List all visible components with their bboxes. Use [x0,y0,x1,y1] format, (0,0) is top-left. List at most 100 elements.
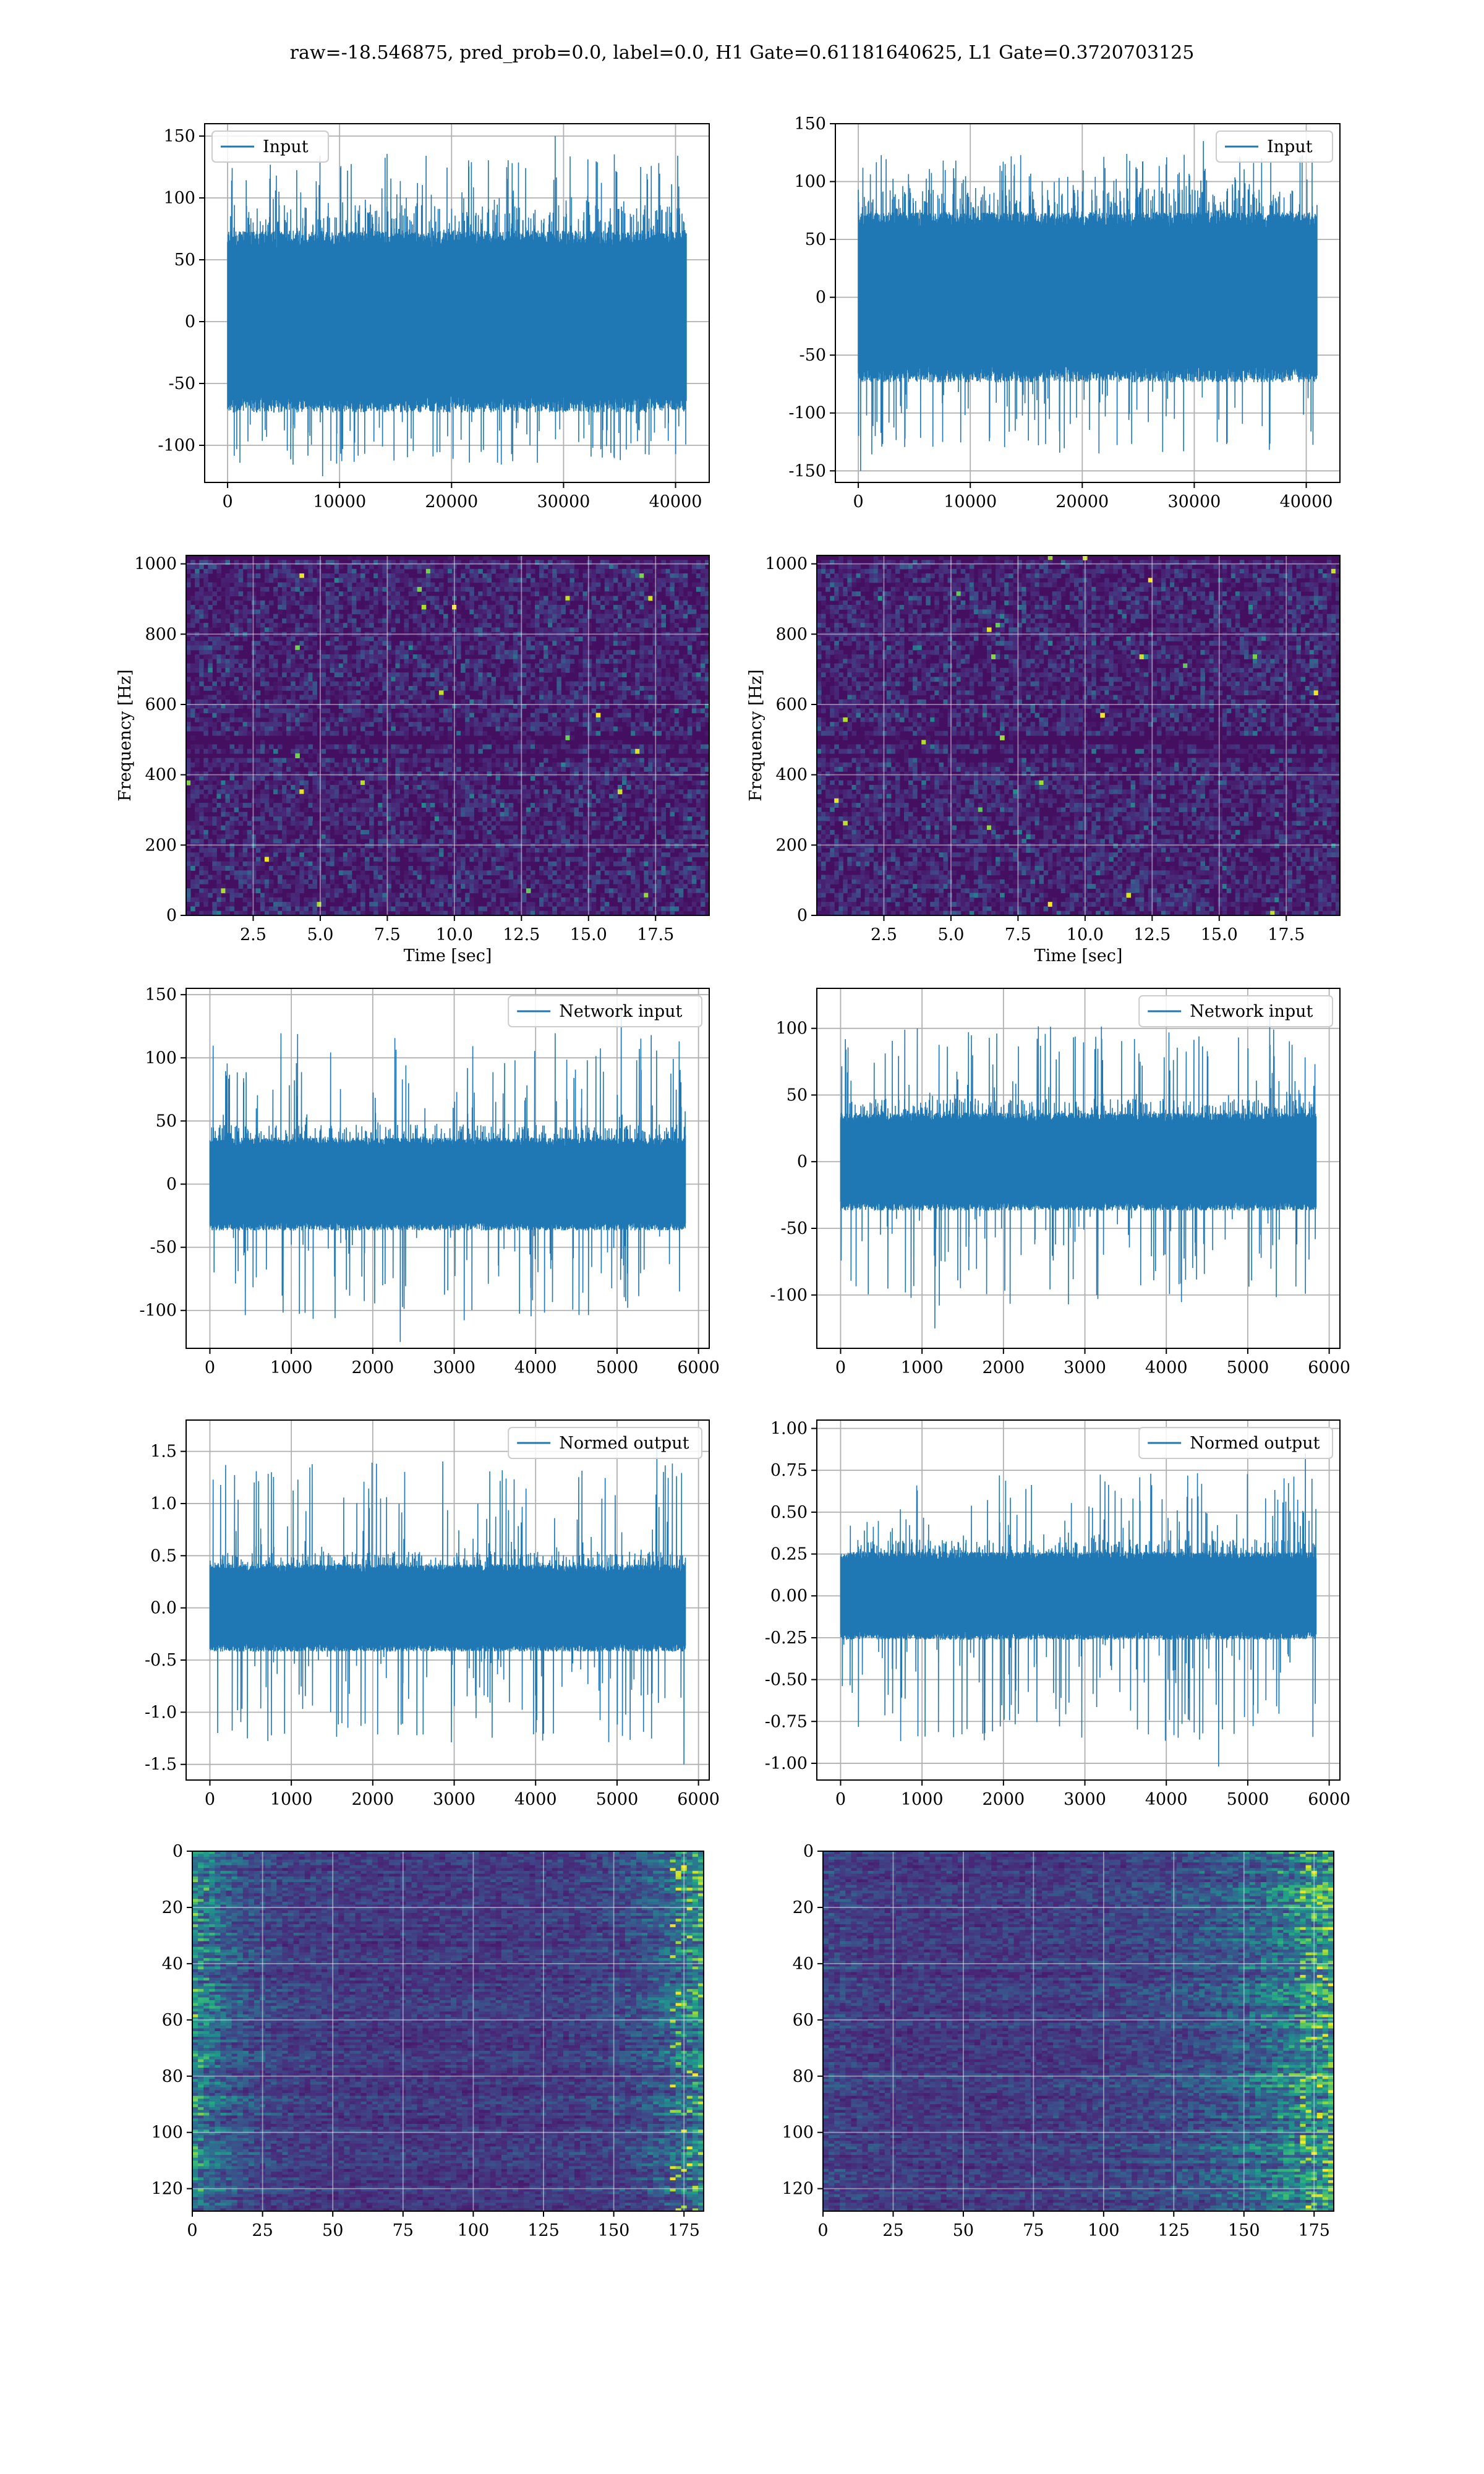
legend: Normed output [1138,1427,1333,1459]
x-tick-label: 25 [252,2221,273,2240]
y-tick-label: -1.00 [765,1754,808,1773]
x-tick-label: 2.5 [871,925,897,944]
y-tick-label: 40 [793,1954,814,1974]
x-tick-label: 30000 [1167,492,1221,511]
x-tick-label: 17.5 [637,925,674,944]
axes-l1-network-input: 0 1000 2000 3000 4000 5000 6000 -100 -50 0 50 100 Ne… [770,988,1350,1377]
x-tick-label: 0 [835,1790,846,1809]
legend: Normed output [508,1427,702,1459]
x-tick-label: 5.0 [307,925,333,944]
x-tick-label: 2000 [351,1790,394,1809]
x-tick-label: 5000 [1227,1790,1269,1809]
x-tick-label: 50 [953,2221,974,2240]
x-tick-label: 4000 [1145,1790,1188,1809]
y-tick-label: -100 [788,404,826,423]
y-tick-label: -0.75 [765,1712,808,1731]
y-tick-label: 20 [162,1898,183,1917]
y-tick-label: 1.5 [150,1442,177,1462]
legend-box [1216,131,1333,163]
series-core-band [840,1560,1316,1632]
x-tick-label: 40000 [649,492,702,511]
legend-label: Input [263,137,309,156]
y-tick-label: 80 [793,2067,814,2086]
x-tick-label: 6000 [1308,1790,1350,1809]
axes-frame [816,1419,1341,1781]
y-tick-label: 0.75 [770,1461,808,1480]
y-tick-label: -50 [150,1238,177,1257]
y-axis-label: Frequency [Hz] [746,669,765,801]
legend: Input [1216,131,1333,163]
legend-label: Network input [559,1002,682,1021]
x-tick-label: 5000 [596,1358,639,1377]
x-tick-label: 1000 [901,1358,944,1377]
y-tick-label: 0 [166,1175,177,1194]
legend-label: Network input [1190,1002,1313,1021]
y-tick-label: 0 [173,1842,183,1861]
y-tick-label: -1.5 [145,1755,177,1774]
y-tick-label: 100 [775,1019,808,1038]
y-tick-label: 50 [174,250,195,270]
axes-frame [192,1851,704,2212]
y-tick-label: -100 [158,436,195,455]
y-tick-label: 200 [145,836,177,855]
x-tick-label: 10.0 [1067,925,1104,944]
x-tick-label: 4000 [1145,1358,1188,1377]
heatmap-cells [186,555,710,916]
y-tick-label: -0.5 [145,1651,177,1670]
y-tick-label: 100 [794,173,826,192]
y-tick-label: -0.25 [765,1629,808,1648]
axes-frame [186,1419,710,1781]
y-tick-label: -100 [139,1301,177,1320]
y-tick-label: 50 [156,1111,177,1131]
figure-title: raw=-18.546875, pred_prob=0.0, label=0.0… [0,42,1484,64]
axes-l1-spectrogram: 2.5 5.0 7.5 10.0 12.5 15.0 17.5 0 200 400 600 800 10… [746,555,1341,965]
y-tick-label: 0.50 [770,1503,808,1522]
x-tick-label: 40000 [1280,492,1333,511]
axes-h1-spectrogram: 2.5 5.0 7.5 10.0 12.5 15.0 17.5 0 200 400 600 800 10… [116,555,710,965]
legend-label: Normed output [1190,1434,1320,1453]
y-tick-label: -50 [781,1219,808,1238]
y-tick-label: 120 [782,2180,814,2199]
y-tick-label: 200 [775,836,808,855]
x-axis-label: Time [sec] [404,946,492,965]
y-tick-label: 1000 [765,555,808,574]
y-tick-label: -0.50 [765,1671,808,1690]
series-core-band [210,1572,686,1644]
x-tick-label: 0 [187,2221,197,2240]
x-tick-label: 20000 [1055,492,1109,511]
x-tick-label: 6000 [1308,1358,1350,1377]
legend-box [1138,1427,1333,1459]
y-tick-label: -1.0 [145,1703,177,1722]
y-tick-label: 0 [797,906,808,925]
series-core-band [228,248,686,395]
x-tick-label: 3000 [1064,1358,1106,1377]
legend-box [211,131,329,163]
x-tick-label: 2.5 [240,925,267,944]
y-tick-label: 120 [151,2180,183,2199]
y-tick-label: 400 [775,766,808,785]
series-core-band [858,228,1317,366]
y-tick-label: 40 [162,1954,183,1974]
x-tick-label: 1000 [901,1790,944,1809]
legend: Network input [508,995,702,1027]
x-tick-label: 125 [527,2221,560,2240]
y-tick-label: 0 [803,1842,814,1861]
x-tick-label: 125 [1158,2221,1190,2240]
axes-h1-normed-output: 0 1000 2000 3000 4000 5000 6000 -1.5 -1.0 -0.5 0.0… [145,1419,720,1809]
x-tick-label: 150 [598,2221,630,2240]
legend-label: Input [1267,137,1313,156]
x-tick-label: 2000 [351,1358,394,1377]
x-tick-label: 0 [222,492,232,511]
x-tick-label: 6000 [677,1790,720,1809]
x-tick-label: 5.0 [937,925,964,944]
axes-l1-normed-output: 0 1000 2000 3000 4000 5000 6000 -1.00 -0.75 -0.50… [765,1419,1350,1809]
y-tick-label: 100 [163,189,195,208]
y-tick-label: 150 [794,114,826,134]
axes-frame [204,123,710,483]
x-tick-label: 10000 [944,492,997,511]
x-tick-label: 0 [205,1790,215,1809]
x-tick-label: 4000 [514,1358,557,1377]
x-tick-label: 20000 [425,492,478,511]
axes-frame [835,123,1341,483]
